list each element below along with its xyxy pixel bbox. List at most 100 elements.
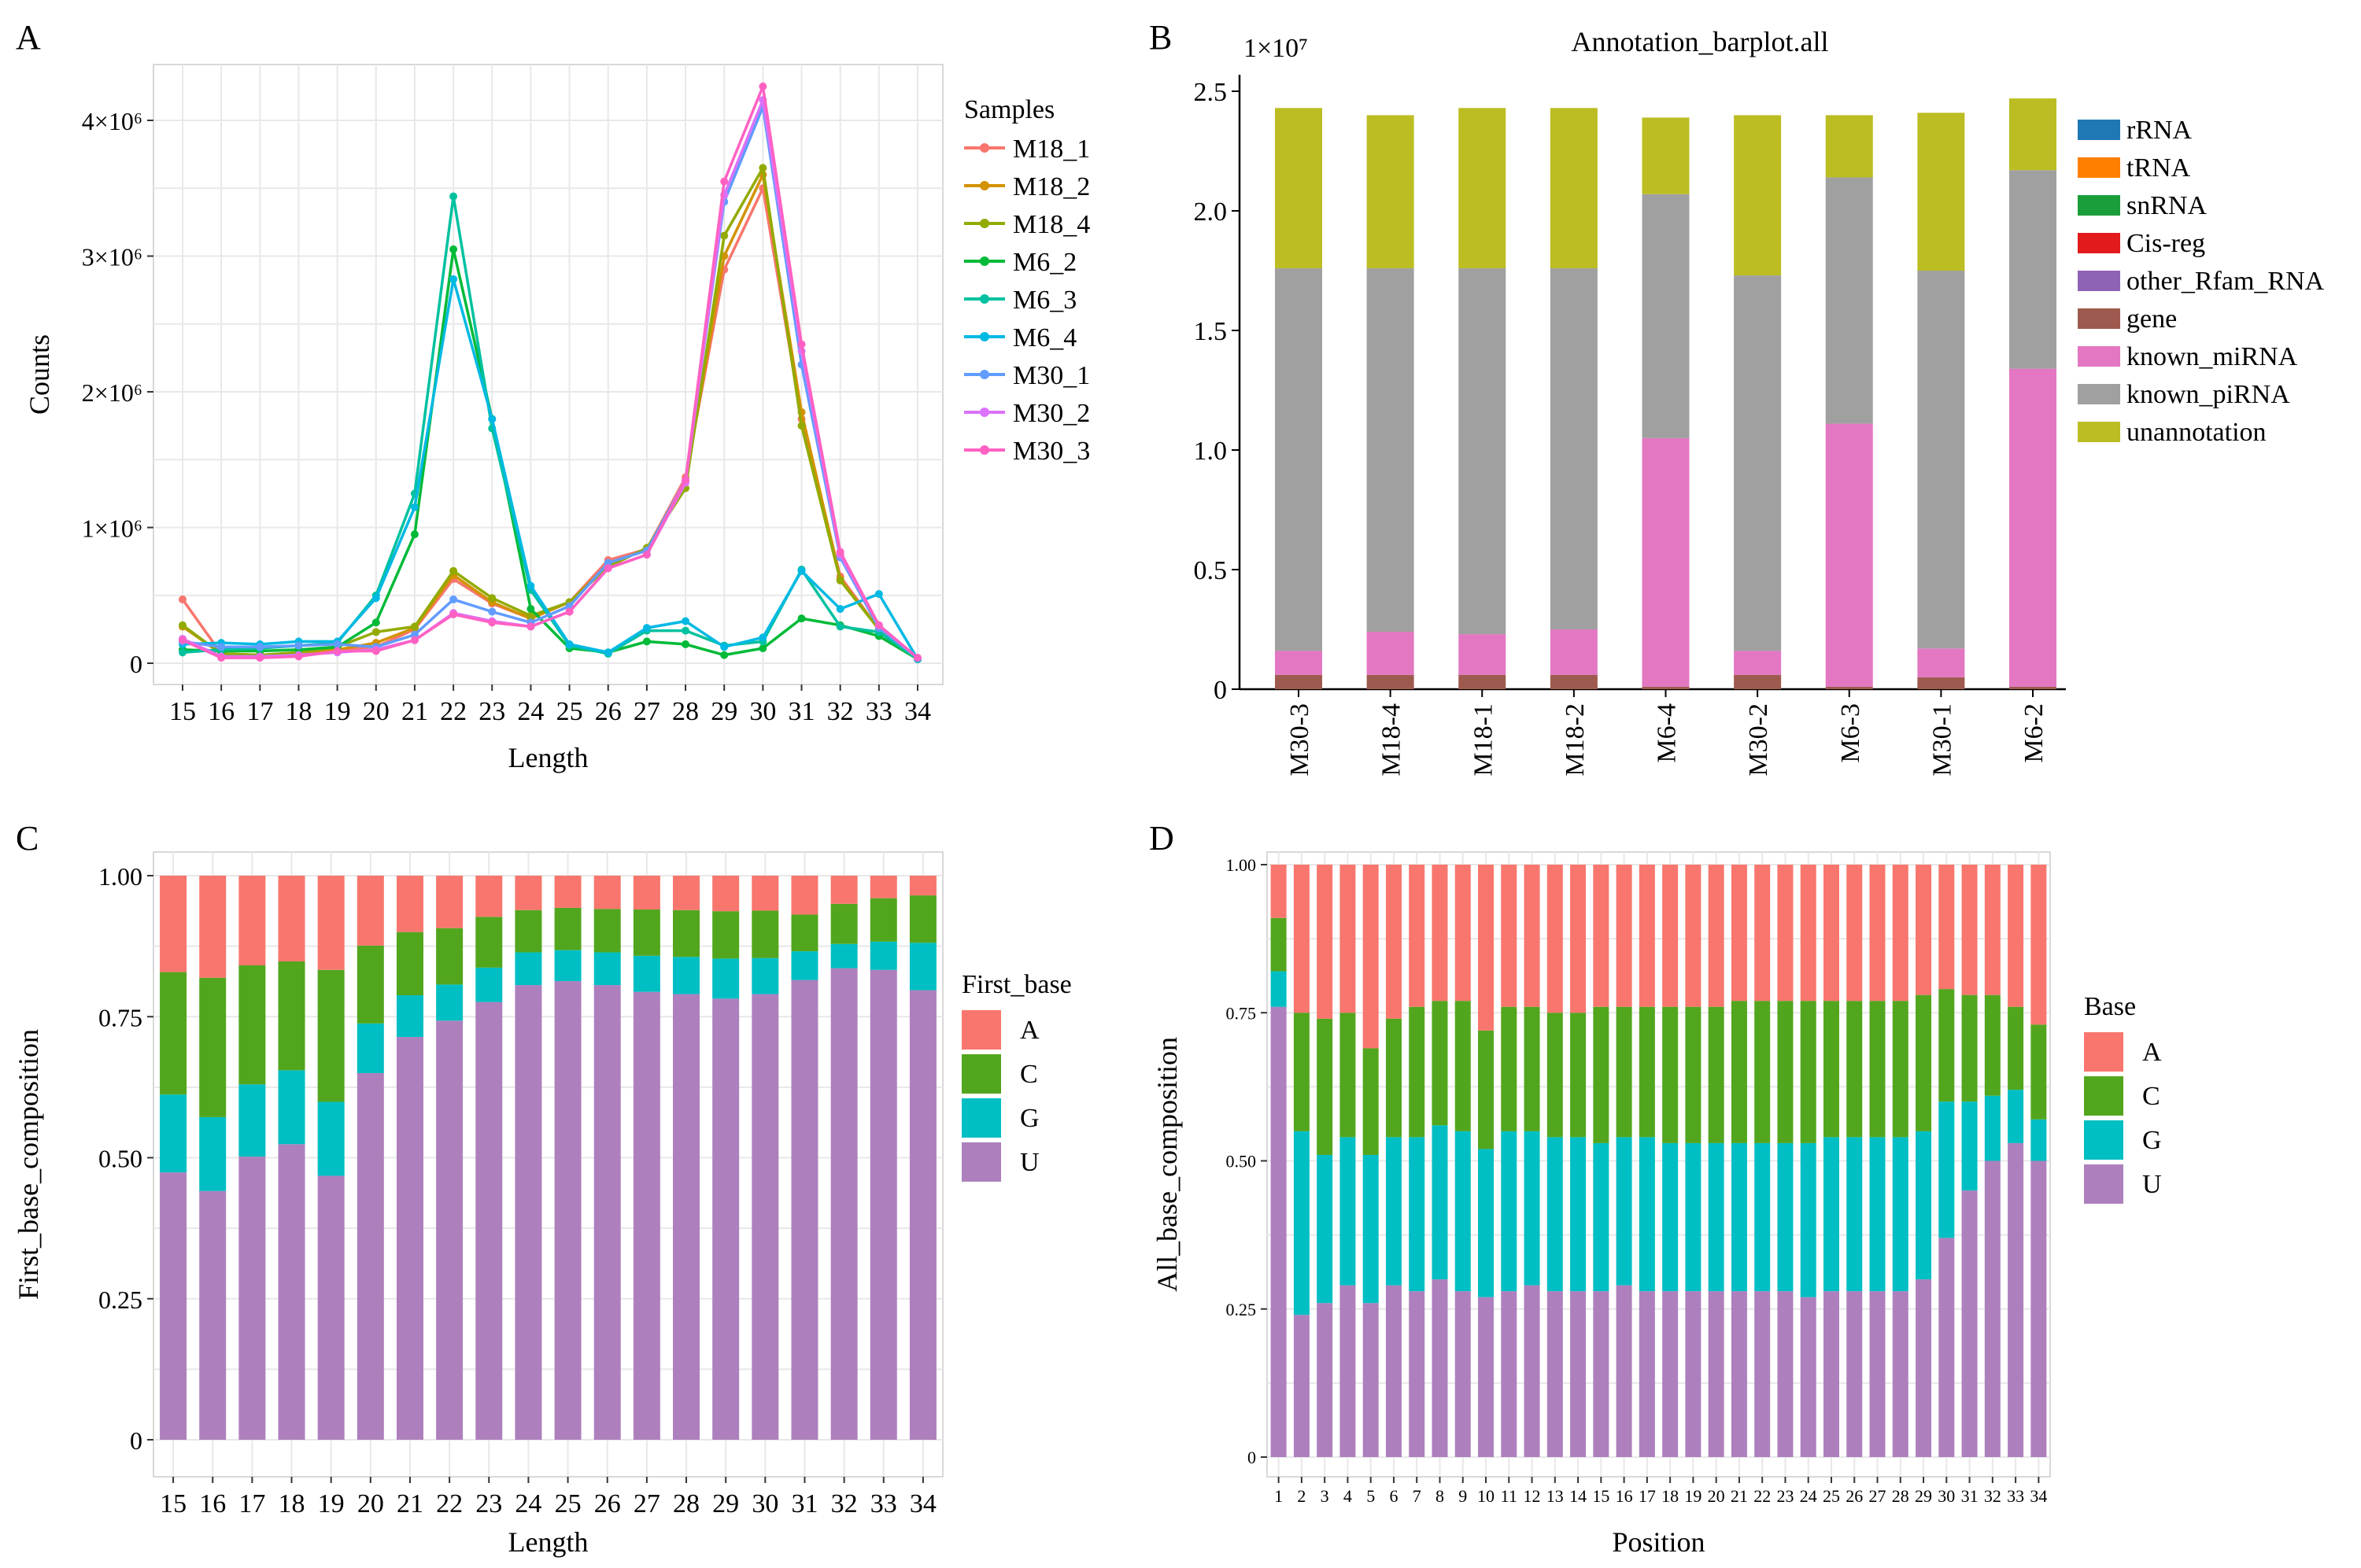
x-tick-label-a: 20 [363,697,390,726]
data-point-M18_4 [410,622,419,631]
y-axis-label-c: First_base_composition [13,1029,44,1300]
data-point-M6_4 [449,275,458,283]
bar-C [1570,1013,1587,1138]
x-tick-label-b: M30-3 [1285,703,1314,777]
y-tick-label-c: 1.00 [98,862,142,891]
data-point-M6_3 [682,626,690,635]
bar-A [1869,865,1886,1002]
bar-unannotation [1917,113,1965,271]
bar-C [1639,1006,1655,1138]
bar-A [475,876,503,917]
x-tick-label-d: 34 [2030,1486,2047,1506]
y-tick-label-b: 0.5 [1194,556,1228,585]
bar-U [515,985,542,1440]
bar-C [2008,1006,2024,1090]
x-tick-label-d: 8 [1435,1486,1444,1506]
bar-U [1892,1291,1908,1457]
bar-U [1662,1291,1679,1457]
a-legend-label: M6_4 [1013,323,1077,352]
x-tick-label-c: 16 [199,1489,226,1518]
b-legend-label: known_piRNA [2126,380,2290,409]
bar-U [633,991,660,1440]
x-tick-label-d: 9 [1458,1486,1467,1506]
bar-C [1293,1013,1310,1131]
y-tick-label-c: 0.25 [98,1286,142,1314]
bar-U [673,994,700,1440]
bar-G [1409,1137,1425,1292]
y-axis-label-d: All_base_composition [1151,1037,1183,1292]
bar-known_miRNA [2009,368,2056,687]
bar-A [1593,865,1609,1007]
bar-G [1478,1149,1495,1297]
bar-C [1339,1013,1356,1138]
bar-U [1362,1303,1379,1457]
bar-gene [1825,686,1873,689]
bar-A [909,876,937,896]
bar-G [1938,1101,1955,1238]
data-point-M30_3 [797,340,806,349]
x-tick-label-a: 29 [711,697,737,726]
x-tick-label-b: M6-2 [2019,703,2049,763]
data-point-M30_3 [527,622,535,631]
bar-G [2030,1119,2047,1161]
bar-A [278,876,305,961]
data-point-M6_4 [527,581,535,590]
bar-C [1409,1006,1425,1138]
data-point-M6_4 [759,633,767,642]
bar-U [593,985,621,1440]
bar-U [1270,1006,1287,1457]
data-point-M30_1 [410,630,419,639]
x-tick-label-c: 28 [673,1489,700,1518]
bar-U [752,994,779,1440]
bar-U [278,1144,305,1440]
bar-C [870,898,897,942]
x-tick-label-a: 19 [324,697,351,726]
data-point-M6_4 [410,503,419,511]
bar-G [1385,1137,1402,1286]
bar-A [673,876,700,910]
bar-A [317,876,345,970]
bar-A [1708,865,1724,1007]
bar-G [673,957,700,994]
x-tick-label-d: 31 [1961,1486,1979,1506]
data-point-M30_3 [294,652,303,661]
bar-C [1754,1001,1771,1143]
bar-U [1823,1291,1839,1457]
d-legend-title: Base [2084,992,2136,1021]
x-tick-label-d: 14 [1569,1486,1587,1506]
bar-known_piRNA [1917,271,1965,649]
x-tick-label-a: 27 [634,697,660,726]
x-tick-label-d: 24 [1800,1486,1817,1506]
x-tick-label-c: 20 [357,1489,384,1518]
x-tick-label-d: 6 [1389,1486,1398,1506]
data-point-M6_3 [449,192,458,201]
bar-U [830,968,858,1440]
bar-G [830,943,858,968]
a-legend-label: M18_1 [1013,135,1090,164]
bar-known_piRNA [1366,267,1414,633]
x-tick-label-c: 15 [160,1489,187,1518]
bar-C [1593,1006,1609,1143]
chart-title-b: Annotation_barplot.all [1572,26,1829,57]
bar-U [1317,1303,1333,1457]
bar-C [1362,1048,1379,1155]
b-legend-swatch [2078,346,2120,367]
bar-known_piRNA [1458,267,1506,635]
bar-U [1524,1285,1540,1457]
bar-G [1593,1142,1609,1292]
bar-C [712,911,740,959]
bar-C [2030,1024,2047,1120]
bar-G [752,957,779,994]
bar-G [1846,1137,1863,1292]
bar-known_piRNA [1734,275,1782,651]
y-tick-label-b: 1.5 [1194,317,1228,346]
bar-G [1570,1137,1587,1292]
bar-G [357,1023,384,1073]
data-point-M6_2 [642,637,651,646]
data-point-M30_3 [642,551,651,559]
bar-gene [1458,674,1506,689]
bar-G [1916,1131,1932,1280]
data-point-M6_3 [836,622,844,631]
a-legend-point [980,408,989,417]
data-point-M6_4 [642,624,651,633]
